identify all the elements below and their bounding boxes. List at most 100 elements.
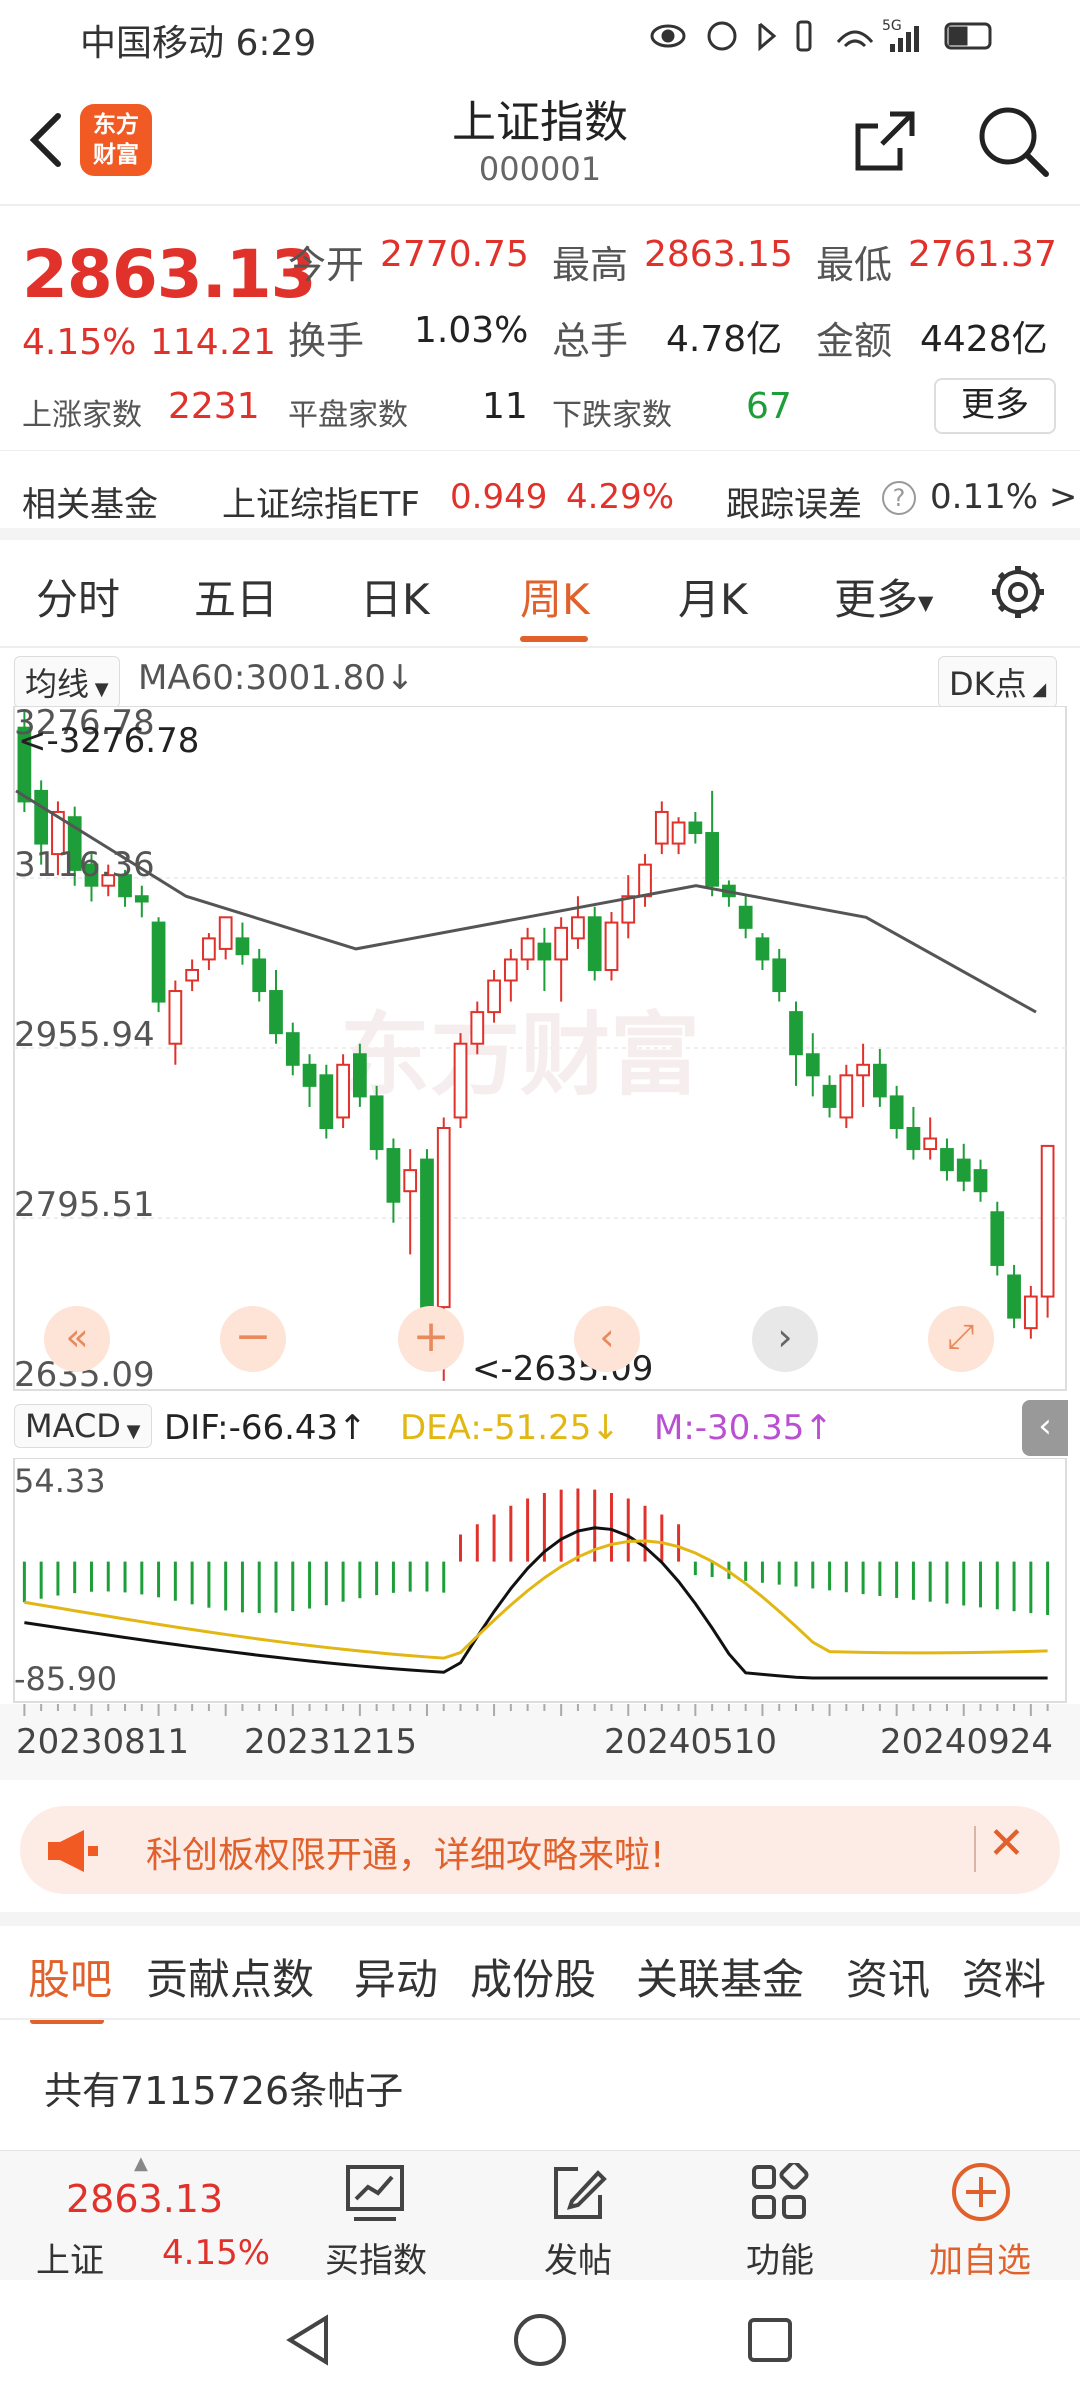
- active-tab-indicator: [30, 2018, 104, 2024]
- tab-contribution[interactable]: 贡献点数: [146, 1955, 315, 2004]
- candle: [671, 821, 686, 845]
- candle: [537, 942, 552, 961]
- down-count: 67: [746, 386, 792, 427]
- tab-constituents[interactable]: 成份股: [470, 1955, 597, 2004]
- candle: [956, 1158, 971, 1182]
- post-button[interactable]: 发帖: [498, 2151, 658, 2281]
- back-icon: [29, 113, 61, 167]
- bluetooth-icon: [758, 22, 777, 52]
- dk-button[interactable]: DK点 ◢: [938, 656, 1058, 708]
- macd-selector-label: MACD: [25, 1407, 121, 1445]
- functions-button[interactable]: 功能: [700, 2151, 860, 2281]
- change-pct: 4.15%: [22, 322, 137, 363]
- fullscreen-button[interactable]: ⤢: [928, 1306, 994, 1372]
- collapse-panel-button[interactable]: ‹: [1022, 1400, 1068, 1456]
- close-icon[interactable]: ✕: [988, 1818, 1025, 1869]
- tab-weekly-k[interactable]: 周K: [520, 575, 590, 624]
- max-marker: <-3276.78: [18, 721, 199, 761]
- flat-count-label: 平盘家数: [288, 398, 408, 433]
- date-label-1: 20230811: [16, 1722, 190, 1762]
- candle: [285, 1032, 300, 1066]
- tab-anomaly[interactable]: 异动: [354, 1955, 439, 2004]
- help-icon[interactable]: ?: [882, 481, 916, 515]
- candle: [805, 1053, 820, 1077]
- candle: [436, 1126, 451, 1309]
- candle: [420, 1158, 434, 1319]
- macd-svg: 54.33 -85.90: [13, 1457, 1067, 1703]
- candle: [772, 958, 787, 993]
- scroll-left-button[interactable]: ‹: [574, 1306, 640, 1372]
- candle: [923, 1137, 938, 1151]
- tab-more[interactable]: 更多▼: [834, 566, 933, 627]
- tab-daily-k[interactable]: 日K: [360, 575, 430, 624]
- candle: [369, 1095, 384, 1151]
- logo-text-1: 东方: [93, 112, 139, 138]
- logo-text-2: 财富: [93, 142, 139, 168]
- macd-chart[interactable]: 54.33 -85.90: [0, 1457, 1080, 1704]
- candle: [353, 1053, 367, 1098]
- tab-profile[interactable]: 资料: [962, 1955, 1047, 2004]
- date-axis: 20230811 20231215 20240510 20240924: [0, 1704, 1080, 1780]
- tab-guba[interactable]: 股吧: [28, 1955, 113, 2004]
- tab-news[interactable]: 资讯: [846, 1955, 931, 2004]
- candles-group: [17, 710, 1055, 1381]
- amount-value: 4428亿: [920, 319, 1048, 360]
- buy-index-button[interactable]: 买指数: [296, 2151, 456, 2281]
- app-logo[interactable]: 东方 财富: [80, 104, 152, 176]
- more-button[interactable]: 更多: [934, 378, 1056, 434]
- macd-selector[interactable]: MACD ▼: [14, 1404, 152, 1448]
- dea-value: DEA:-51.25↓: [400, 1408, 620, 1448]
- functions-label: 功能: [746, 2241, 814, 2281]
- corner-icon: ◢: [1026, 679, 1047, 700]
- ma-selector[interactable]: 均线 ▼: [14, 656, 120, 708]
- candle: [202, 937, 216, 961]
- candle: [688, 821, 703, 835]
- candle: [336, 1063, 350, 1119]
- tab-related-funds[interactable]: 关联基金: [636, 1955, 805, 2004]
- nav-home-icon[interactable]: [510, 2310, 570, 2370]
- nav-recents-icon[interactable]: [740, 2310, 800, 2370]
- m-value: M:-30.35↑: [654, 1408, 833, 1448]
- low-label: 最低: [816, 243, 893, 287]
- tracking-error-value: 0.11% >: [930, 477, 1078, 517]
- m-label: M:-30.35: [654, 1408, 805, 1448]
- macd-row: MACD ▼ DIF:-66.43↑ DEA:-51.25↓ M:-30.35↑…: [0, 1396, 1080, 1458]
- dif-label: DIF:-66.43: [164, 1408, 339, 1448]
- back-button[interactable]: [20, 104, 80, 174]
- scroll-left-fast-button[interactable]: «: [44, 1306, 110, 1372]
- mini-price: 2863.13: [66, 2177, 224, 2221]
- tracking-error-label: 跟踪误差: [726, 485, 862, 525]
- tab-monthly-k[interactable]: 月K: [678, 575, 748, 624]
- related-fund-row[interactable]: 相关基金 上证综指ETF 0.949 4.29% 跟踪误差 ? 0.11% >: [0, 450, 1080, 540]
- page-title: 上证指数: [452, 97, 628, 148]
- zoom-out-button[interactable]: −: [220, 1306, 286, 1372]
- bottom-action-bar: ▲ 2863.13 上证 4.15% 买指数 发帖 功能 加自选: [0, 2150, 1080, 2281]
- mini-quote[interactable]: ▲ 2863.13 上证 4.15%: [0, 2151, 290, 2281]
- candle: [319, 1074, 334, 1129]
- candle: [84, 863, 99, 887]
- add-watchlist-button[interactable]: 加自选: [900, 2151, 1060, 2281]
- candle: [1040, 1144, 1055, 1298]
- candle: [252, 958, 267, 993]
- current-price: 2863.13: [22, 236, 317, 313]
- candle: [487, 979, 501, 1014]
- nav-back-icon[interactable]: [280, 2310, 340, 2370]
- dif-value: DIF:-66.43↑: [164, 1408, 367, 1448]
- search-button[interactable]: [976, 104, 1050, 178]
- grid-icon: [752, 2163, 809, 2219]
- share-button[interactable]: [850, 106, 920, 176]
- caret-down-icon: ▼: [89, 679, 109, 700]
- tab-intraday[interactable]: 分时: [36, 575, 121, 624]
- candle: [470, 1011, 485, 1045]
- zoom-in-button[interactable]: +: [398, 1306, 464, 1372]
- status-icons: 5G: [650, 18, 992, 52]
- promo-banner[interactable]: 科创板权限开通，详细攻略来啦! ✕: [20, 1806, 1060, 1894]
- dea-line: [24, 1539, 1048, 1660]
- candle: [151, 921, 166, 1003]
- up-count: 2231: [168, 386, 260, 427]
- tab-five-day[interactable]: 五日: [194, 575, 279, 624]
- kline-chart[interactable]: 东方财富 3276.78 3116.36 2955.94 2795.51 263…: [0, 703, 1080, 1395]
- scroll-right-button[interactable]: ›: [752, 1306, 818, 1372]
- megaphone-icon: [48, 1830, 98, 1872]
- settings-icon[interactable]: [988, 562, 1048, 622]
